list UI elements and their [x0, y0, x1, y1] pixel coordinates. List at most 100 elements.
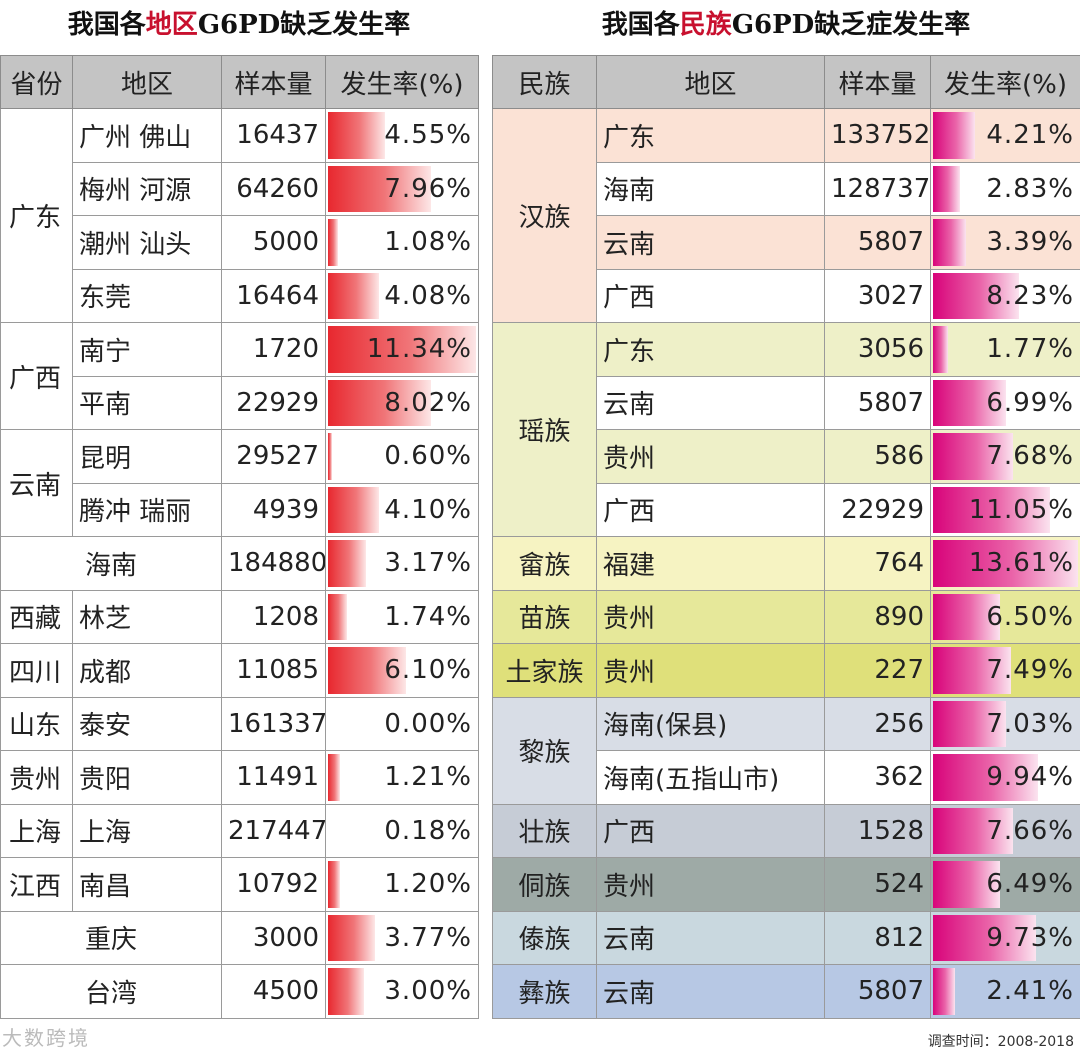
- sample-cell: 3056: [824, 322, 931, 377]
- sample-cell: 5807: [824, 215, 931, 270]
- region-cell: 贵州: [596, 857, 825, 912]
- rate-value: 1.74%: [384, 601, 472, 632]
- ethnic-cell: 土家族: [492, 643, 597, 698]
- sample-cell: 1208: [221, 589, 326, 644]
- region-cell: 云南: [596, 964, 825, 1019]
- province-cell: 广西: [0, 322, 73, 430]
- rate-value: 7.03%: [986, 708, 1074, 739]
- rate-value: 9.73%: [986, 922, 1074, 953]
- rate-bar: [933, 968, 956, 1015]
- rate-cell: 7.66%: [930, 803, 1080, 858]
- region-cell: 腾冲 瑞丽: [72, 482, 222, 537]
- table-row: 苗族 贵州 890 6.50%: [492, 589, 1080, 644]
- table-row: 彝族 云南 5807 2.41%: [492, 964, 1080, 1019]
- header-province: 省份: [0, 55, 73, 109]
- rate-bar: [933, 219, 967, 266]
- ethnic-cell: 壮族: [492, 803, 597, 858]
- title-left-post: G6PD缺乏发生率: [197, 10, 411, 40]
- province-cell: 西藏: [0, 589, 73, 644]
- rate-cell: 8.23%: [930, 268, 1080, 323]
- region-cell: 云南: [596, 375, 825, 430]
- table-row: 傣族 云南 812 9.73%: [492, 910, 1080, 965]
- ethnic-cell: 瑶族: [492, 322, 597, 537]
- rate-bar: [933, 807, 1013, 854]
- sample-cell: 1528: [824, 803, 931, 858]
- sample-cell: 3027: [824, 268, 931, 323]
- table-row: 云南 昆明 29527 0.60%: [0, 429, 479, 537]
- rate-value: 3.17%: [384, 548, 472, 579]
- rate-bar: [933, 700, 1006, 747]
- table-row: 海南 128737 2.83%: [493, 161, 1080, 216]
- rate-cell: 2.83%: [930, 161, 1080, 216]
- rate-bar: [933, 379, 1006, 426]
- rate-value: 6.49%: [986, 869, 1074, 900]
- title-right-highlight: 民族: [679, 10, 732, 40]
- region-cell: 梅州 河源: [72, 161, 222, 216]
- sample-cell: 29527: [221, 429, 326, 484]
- rate-cell: 1.20%: [325, 857, 479, 912]
- rate-cell: 4.10%: [325, 482, 479, 537]
- table-row: 平南 22929 8.02%: [1, 375, 479, 430]
- region-cell: 昆明: [72, 429, 222, 484]
- table-row: 贵州 贵阳 11491 1.21%: [0, 750, 479, 805]
- sample-cell: 4500: [221, 964, 326, 1019]
- rate-cell: 9.94%: [930, 750, 1080, 805]
- province-cell: 上海: [0, 803, 73, 858]
- ethnic-table-title: 我国各民族G6PD缺乏症发生率: [492, 0, 1080, 50]
- region-cell: 海南: [596, 161, 825, 216]
- rate-cell: 2.41%: [930, 964, 1080, 1019]
- rate-cell: 7.96%: [325, 161, 479, 216]
- region-cell: 广东: [596, 108, 825, 163]
- rate-bar: [328, 486, 379, 533]
- rate-cell: 8.02%: [325, 375, 479, 430]
- table-row: 畲族 福建 764 13.61%: [492, 536, 1080, 591]
- rate-bar: [328, 219, 339, 266]
- table-row: 海南 184880 3.17%: [0, 536, 479, 591]
- ethnic-cell: 彝族: [492, 964, 597, 1019]
- rate-value: 7.49%: [986, 655, 1074, 686]
- table-row: 侗族 贵州 524 6.49%: [492, 857, 1080, 912]
- rate-value: 1.20%: [384, 869, 472, 900]
- rate-bar: [328, 433, 333, 480]
- rate-value: 4.21%: [986, 120, 1074, 151]
- rate-value: 6.99%: [986, 387, 1074, 418]
- rate-bar: [328, 914, 375, 961]
- rate-bar: [933, 433, 1014, 480]
- sample-cell: 16464: [221, 268, 326, 323]
- table-row: 台湾 4500 3.00%: [0, 964, 479, 1019]
- rate-cell: 7.49%: [930, 643, 1080, 698]
- table-row: 黎族 海南(保县) 256 7.03%: [492, 696, 1080, 805]
- rate-bar: [328, 593, 348, 640]
- rate-cell: 0.18%: [325, 803, 479, 858]
- sample-cell: 11085: [221, 643, 326, 698]
- table-row: 海南(五指山市) 362 9.94%: [493, 750, 1080, 805]
- region-cell: 成都: [72, 643, 222, 698]
- sample-cell: 22929: [824, 482, 931, 537]
- table-row: 云南 5807 6.99%: [493, 375, 1080, 430]
- rate-bar: [328, 165, 431, 212]
- sample-cell: 133752: [824, 108, 931, 163]
- region-cell: 南昌: [72, 857, 222, 912]
- rate-cell: 9.73%: [930, 910, 1080, 965]
- rate-cell: 11.05%: [930, 482, 1080, 537]
- rate-cell: 1.21%: [325, 750, 479, 805]
- sample-cell: 362: [824, 750, 931, 805]
- region-cell: 南宁: [72, 322, 222, 377]
- rate-bar: [933, 861, 1001, 908]
- region-cell: 海南(五指山市): [596, 750, 825, 805]
- rate-value: 0.60%: [384, 441, 472, 472]
- watermark-logo: 大数跨境: [2, 1026, 90, 1050]
- rate-cell: 6.49%: [930, 857, 1080, 912]
- rate-value: 7.66%: [986, 815, 1074, 846]
- ethnic-table: 民族 地区 样本量 发生率(%) 汉族 广东 133752 4.21% 海南 128737…: [492, 55, 1080, 1019]
- rate-bar: [328, 754, 341, 801]
- sample-cell: 64260: [221, 161, 326, 216]
- rate-cell: 3.17%: [325, 536, 479, 591]
- region-cell: 林芝: [72, 589, 222, 644]
- sample-cell: 5000: [221, 215, 326, 270]
- sample-cell: 184880: [221, 536, 326, 591]
- rate-cell: 4.21%: [930, 108, 1080, 163]
- region-cell: 贵阳: [72, 750, 222, 805]
- rate-cell: 7.68%: [930, 429, 1080, 484]
- region-cell: 广西: [596, 482, 825, 537]
